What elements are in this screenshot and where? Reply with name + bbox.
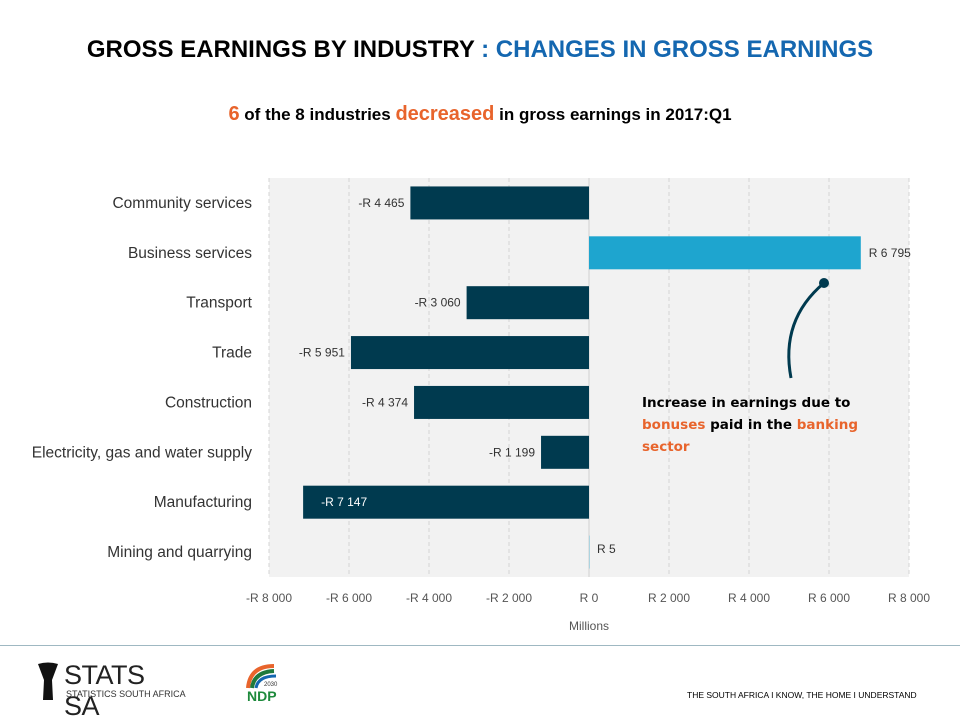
- category-label: Community services: [112, 195, 252, 212]
- category-label: Transport: [186, 295, 252, 312]
- title-separator: :: [474, 36, 496, 63]
- bar: [410, 186, 589, 220]
- annotation-highlight: sector: [642, 439, 690, 455]
- data-label: -R 5 951: [299, 346, 345, 360]
- logo-text: STATS SA: [64, 660, 145, 720]
- data-label: -R 7 147: [321, 495, 367, 509]
- bar: [350, 336, 589, 370]
- bar: [303, 485, 589, 519]
- annotation-dot: [819, 278, 829, 288]
- x-tick-label: R 8 000: [888, 591, 930, 605]
- category-label: Construction: [165, 394, 252, 411]
- category-label: Manufacturing: [154, 494, 252, 511]
- annotation-highlight: bonuses: [642, 417, 706, 433]
- stats-sa-logo: STATS SA STATISTICS SOUTH AFRICA: [36, 660, 186, 720]
- x-tick-label: -R 2 000: [486, 591, 532, 605]
- bar: [466, 286, 589, 320]
- tagline: THE SOUTH AFRICA I KNOW, THE HOME I UNDE…: [687, 690, 917, 700]
- ndp-year: 2030: [264, 682, 278, 688]
- x-tick-label: -R 8 000: [246, 591, 292, 605]
- bar-chart: -R 8 000 -R 6 000 -R 4 000 -R 2 000 R 0 R 2 0…: [32, 178, 930, 633]
- subtitle-number: 6: [228, 103, 240, 125]
- ndp-text: NDP: [247, 688, 277, 702]
- category-label: Business services: [128, 245, 252, 262]
- annotation: Increase in earnings due to bonuses paid…: [642, 392, 882, 458]
- data-label: -R 4 465: [358, 196, 404, 210]
- subtitle-text: of the 8 industries: [239, 105, 396, 124]
- subtitle-text-2: in gross earnings in 2017:Q1: [494, 105, 732, 124]
- annotation-text: paid in the: [705, 417, 797, 433]
- ndp-emblem-icon: 2030 NDP: [246, 664, 278, 704]
- category-label: Electricity, gas and water supply: [32, 444, 253, 461]
- ndp-logo: 2030 NDP: [244, 662, 284, 707]
- x-tick-label: R 6 000: [808, 591, 850, 605]
- annotation-text: Increase in earnings due to: [642, 395, 851, 411]
- footer-divider: [0, 645, 960, 646]
- title-part2: CHANGES IN GROSS EARNINGS: [495, 36, 874, 63]
- title-part1: GROSS EARNINGS BY INDUSTRY: [86, 36, 475, 63]
- logo-subtext: STATISTICS SOUTH AFRICA: [66, 689, 186, 699]
- slide-title: GROSS EARNINGS BY INDUSTRY : CHANGES IN …: [0, 36, 960, 64]
- bar: [589, 236, 861, 270]
- bar: [414, 385, 589, 419]
- category-label: Trade: [212, 345, 252, 362]
- data-label: -R 3 060: [415, 296, 461, 310]
- data-label: -R 1 199: [489, 445, 535, 459]
- x-tick-label: R 2 000: [648, 591, 690, 605]
- annotation-arrow: [787, 281, 825, 379]
- x-tick-label: R 0: [580, 591, 599, 605]
- x-tick-label: -R 4 000: [406, 591, 452, 605]
- data-label: R 5: [597, 542, 616, 556]
- category-label: Mining and quarrying: [107, 544, 252, 561]
- subtitle: 6 of the 8 industries decreased in gross…: [0, 103, 960, 126]
- x-axis-label: Millions: [569, 619, 609, 633]
- data-label: -R 4 374: [362, 395, 408, 409]
- x-tick-label: R 4 000: [728, 591, 770, 605]
- drum-icon: [38, 662, 58, 700]
- x-tick-label: -R 6 000: [326, 591, 372, 605]
- bar: [541, 435, 589, 469]
- annotation-highlight: banking: [796, 417, 858, 433]
- subtitle-highlight: decreased: [395, 103, 495, 125]
- data-label: R 6 795: [869, 246, 911, 260]
